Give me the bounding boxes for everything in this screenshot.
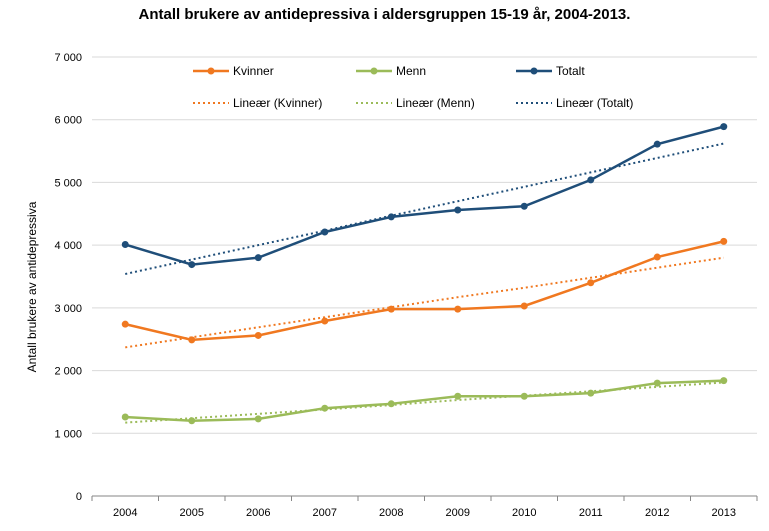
series-lines <box>121 123 728 425</box>
data-point-totalt <box>321 228 329 236</box>
data-point-kvinner <box>653 253 661 261</box>
x-tick-label: 2008 <box>379 507 403 519</box>
y-tick-label: 0 <box>76 491 82 503</box>
x-tick-label: 2004 <box>113 507 137 519</box>
data-point-kvinner <box>387 305 395 313</box>
data-point-menn <box>321 404 329 412</box>
legend-marker-menn <box>370 67 378 75</box>
legend-label-lineær-menn: Lineær (Menn) <box>396 96 475 110</box>
data-point-totalt <box>254 254 262 262</box>
data-point-totalt <box>121 241 129 249</box>
legend-label-lineær-totalt: Lineær (Totalt) <box>556 96 633 110</box>
data-point-kvinner <box>188 336 196 344</box>
series-line-lineær-menn <box>125 381 724 424</box>
legend-marker-totalt <box>530 67 538 75</box>
data-point-menn <box>254 415 262 423</box>
series-line-lineær-kvinner <box>125 256 724 349</box>
legend-label-kvinner: Kvinner <box>233 64 274 78</box>
x-tick-label: 2012 <box>645 507 669 519</box>
data-point-totalt <box>720 123 728 131</box>
data-point-menn <box>720 377 728 385</box>
legend-label-lineær-kvinner: Lineær (Kvinner) <box>233 96 322 110</box>
data-point-menn <box>188 417 196 425</box>
x-tick-label: 2011 <box>579 507 603 519</box>
x-tick-label: 2005 <box>180 507 204 519</box>
data-point-menn <box>387 400 395 408</box>
y-tick-labels: 0 1 000 2 000 3 000 4 000 5 000 6 000 7 000 <box>54 52 82 503</box>
data-point-menn <box>121 413 129 421</box>
legend-label-totalt: Totalt <box>556 64 585 78</box>
y-tick-label: 4 000 <box>54 240 82 252</box>
data-point-totalt <box>387 213 395 221</box>
y-tick-label: 2 000 <box>54 366 82 378</box>
series-line-kvinner <box>124 240 725 342</box>
data-point-kvinner <box>254 331 262 339</box>
data-point-totalt <box>653 140 661 148</box>
y-tick-label: 6 000 <box>54 115 82 127</box>
y-tick-label: 1 000 <box>54 428 82 440</box>
legend: Kvinner Menn Totalt Lineær (Kvinner) Lineær … <box>193 64 633 110</box>
x-tick-label: 2007 <box>313 507 337 519</box>
y-axis-title: Antall brukere av antidepressiva <box>25 201 39 372</box>
x-tick-label: 2013 <box>712 507 736 519</box>
legend-marker-kvinner <box>207 67 215 75</box>
x-tick-label: 2006 <box>246 507 270 519</box>
chart-title: Antall brukere av antidepressiva i alder… <box>138 6 631 23</box>
data-point-totalt <box>454 206 462 214</box>
data-point-menn <box>520 392 528 400</box>
data-point-kvinner <box>720 237 728 245</box>
data-point-totalt <box>188 261 196 269</box>
series-line-totalt <box>124 125 725 266</box>
x-tick-label: 2010 <box>512 507 536 519</box>
x-tick-label: 2009 <box>446 507 470 519</box>
data-point-totalt <box>520 202 528 210</box>
data-point-kvinner <box>520 302 528 310</box>
data-point-totalt <box>587 176 595 184</box>
series-line-menn <box>125 379 724 422</box>
legend-label-menn: Menn <box>396 64 426 78</box>
data-point-menn <box>454 392 462 400</box>
data-point-kvinner <box>587 279 595 287</box>
data-point-kvinner <box>121 320 129 328</box>
grid-lines <box>91 56 758 501</box>
data-point-kvinner <box>321 317 329 325</box>
series-line-lineær-totalt <box>125 142 724 275</box>
y-tick-label: 7 000 <box>54 52 82 64</box>
x-tick-labels: 2004 2005 2006 2007 2008 2009 2010 2011 2012 2013 <box>113 507 736 519</box>
y-tick-label: 3 000 <box>54 303 82 315</box>
data-point-kvinner <box>454 305 462 313</box>
data-point-menn <box>587 389 595 397</box>
y-tick-label: 5 000 <box>54 177 82 189</box>
data-point-menn <box>653 379 661 387</box>
